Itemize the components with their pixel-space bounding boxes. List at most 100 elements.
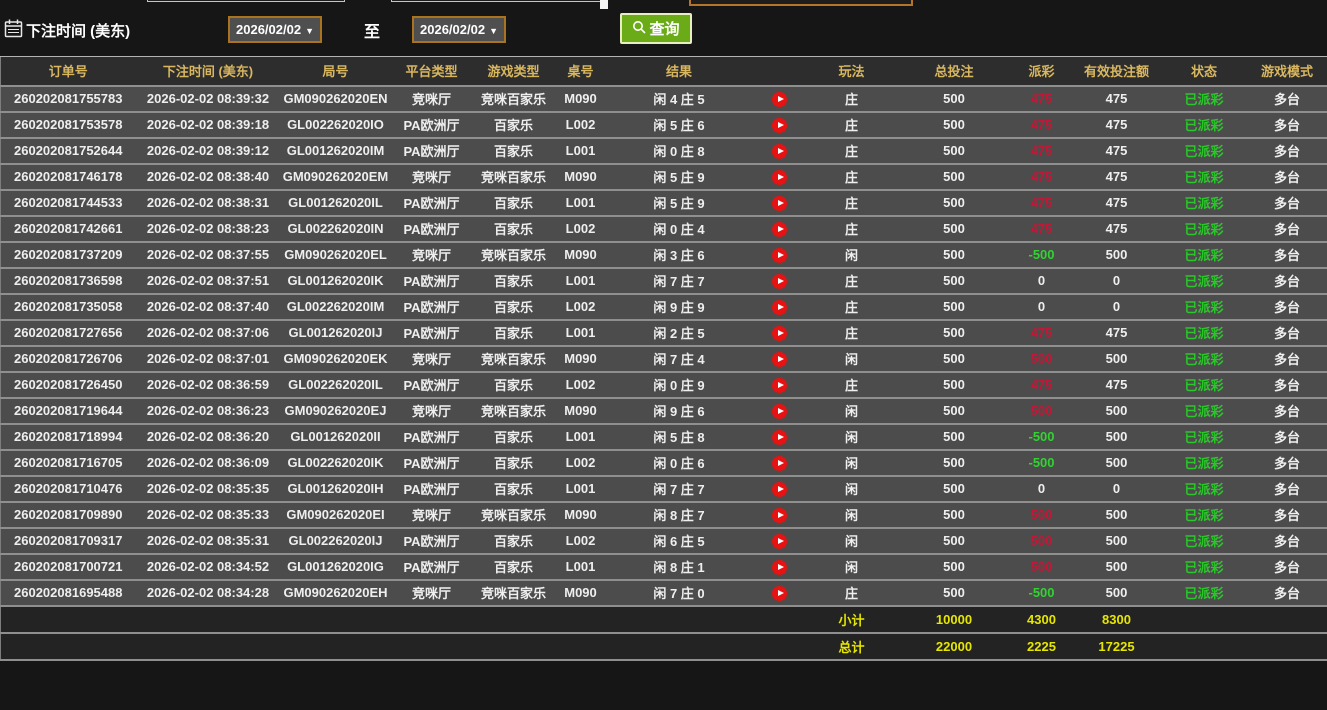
cell-valid-bet: 500 bbox=[1071, 527, 1162, 555]
query-button[interactable]: 查询 bbox=[620, 13, 692, 44]
replay-play-icon[interactable] bbox=[771, 221, 787, 237]
cell-game-type: 百家乐 bbox=[472, 267, 555, 295]
cell-payout: 475 bbox=[1011, 85, 1072, 113]
cell-payout: -500 bbox=[1011, 423, 1072, 451]
cell-game-mode: 多台 bbox=[1246, 449, 1327, 477]
header-game-type: 游戏类型 bbox=[472, 56, 555, 87]
cell-game-mode: 多台 bbox=[1246, 267, 1327, 295]
replay-play-icon[interactable] bbox=[771, 403, 787, 419]
cell-platform-type: PA欧洲厅 bbox=[390, 293, 473, 321]
table-row: 260202081752644 2026-02-02 08:39:12 GL00… bbox=[0, 137, 1327, 165]
cell-total-bet: 500 bbox=[896, 475, 1012, 503]
cell-platform-type: 竞咪厅 bbox=[390, 163, 473, 191]
cell-platform-type: PA欧洲厅 bbox=[390, 215, 473, 243]
cell-platform-type: PA欧洲厅 bbox=[390, 189, 473, 217]
replay-play-icon[interactable] bbox=[771, 533, 787, 549]
cell-order-id: 260202081727656 bbox=[0, 319, 136, 347]
replay-play-icon[interactable] bbox=[771, 559, 787, 575]
replay-play-icon[interactable] bbox=[771, 585, 787, 601]
replay-play-icon[interactable] bbox=[771, 169, 787, 185]
cell-total-bet: 500 bbox=[896, 215, 1012, 243]
cell-replay bbox=[751, 163, 807, 191]
cropped-input-middle[interactable] bbox=[391, 0, 607, 2]
cell-game-type: 百家乐 bbox=[472, 137, 555, 165]
cell-game-type: 竞咪百家乐 bbox=[472, 345, 555, 373]
cell-order-id: 260202081737209 bbox=[0, 241, 136, 269]
to-label: 至 bbox=[364, 24, 381, 41]
cell-payout: 475 bbox=[1011, 163, 1072, 191]
cropped-input-right[interactable] bbox=[689, 0, 913, 6]
replay-play-icon[interactable] bbox=[771, 117, 787, 133]
cell-platform-type: PA欧洲厅 bbox=[390, 449, 473, 477]
date-from-select[interactable]: 2026/02/02 ▼ bbox=[228, 16, 322, 43]
cell-total-bet: 500 bbox=[896, 345, 1012, 373]
subtotal-payout: 4300 bbox=[1011, 605, 1072, 634]
cell-platform-type: PA欧洲厅 bbox=[390, 475, 473, 503]
cell-bet-time: 2026-02-02 08:37:01 bbox=[135, 345, 281, 373]
cell-replay bbox=[751, 189, 807, 217]
cell-table-id: L002 bbox=[554, 111, 607, 139]
replay-play-icon[interactable] bbox=[771, 143, 787, 159]
date-to-select[interactable]: 2026/02/02 ▼ bbox=[412, 16, 506, 43]
cell-payout: 475 bbox=[1011, 215, 1072, 243]
cell-round-id: GL002262020IN bbox=[280, 215, 391, 243]
header-replay bbox=[751, 56, 807, 87]
cell-status: 已派彩 bbox=[1161, 267, 1247, 295]
replay-play-icon[interactable] bbox=[771, 273, 787, 289]
header-table-id: 桌号 bbox=[554, 56, 607, 87]
replay-play-icon[interactable] bbox=[771, 377, 787, 393]
cell-bet-time: 2026-02-02 08:37:55 bbox=[135, 241, 281, 269]
cell-replay bbox=[751, 267, 807, 295]
replay-play-icon[interactable] bbox=[771, 429, 787, 445]
cell-order-id: 260202081695488 bbox=[0, 579, 136, 607]
cell-order-id: 260202081742661 bbox=[0, 215, 136, 243]
replay-play-icon[interactable] bbox=[771, 247, 787, 263]
cell-valid-bet: 475 bbox=[1071, 163, 1162, 191]
table-row: 260202081727656 2026-02-02 08:37:06 GL00… bbox=[0, 319, 1327, 347]
cell-replay bbox=[751, 397, 807, 425]
cell-game-type: 竞咪百家乐 bbox=[472, 241, 555, 269]
cropped-input-left[interactable] bbox=[147, 0, 345, 2]
cell-total-bet: 500 bbox=[896, 293, 1012, 321]
cell-table-id: L001 bbox=[554, 267, 607, 295]
cell-bet-time: 2026-02-02 08:35:33 bbox=[135, 501, 281, 529]
cell-payout: 500 bbox=[1011, 527, 1072, 555]
cell-play-type: 庄 bbox=[806, 267, 897, 295]
replay-play-icon[interactable] bbox=[771, 299, 787, 315]
cell-play-type: 闲 bbox=[806, 527, 897, 555]
cell-result: 闲 0 庄 8 bbox=[606, 137, 752, 165]
cell-valid-bet: 475 bbox=[1071, 137, 1162, 165]
cell-status: 已派彩 bbox=[1161, 397, 1247, 425]
cell-order-id: 260202081744533 bbox=[0, 189, 136, 217]
cell-play-type: 庄 bbox=[806, 111, 897, 139]
replay-play-icon[interactable] bbox=[771, 325, 787, 341]
replay-play-icon[interactable] bbox=[771, 507, 787, 523]
subtotal-valid-bet: 8300 bbox=[1071, 605, 1162, 634]
cell-replay bbox=[751, 137, 807, 165]
cell-play-type: 庄 bbox=[806, 85, 897, 113]
cell-table-id: L002 bbox=[554, 371, 607, 399]
cell-bet-time: 2026-02-02 08:37:51 bbox=[135, 267, 281, 295]
cell-game-mode: 多台 bbox=[1246, 293, 1327, 321]
replay-play-icon[interactable] bbox=[771, 351, 787, 367]
cell-total-bet: 500 bbox=[896, 371, 1012, 399]
total-valid-bet: 17225 bbox=[1071, 632, 1162, 661]
table-row: 260202081718994 2026-02-02 08:36:20 GL00… bbox=[0, 423, 1327, 451]
replay-play-icon[interactable] bbox=[771, 481, 787, 497]
date-from-value: 2026/02/02 bbox=[236, 22, 302, 37]
cell-bet-time: 2026-02-02 08:38:23 bbox=[135, 215, 281, 243]
cell-table-id: L001 bbox=[554, 137, 607, 165]
cell-order-id: 260202081719644 bbox=[0, 397, 136, 425]
cell-game-mode: 多台 bbox=[1246, 397, 1327, 425]
replay-play-icon[interactable] bbox=[771, 455, 787, 471]
cell-game-type: 百家乐 bbox=[472, 293, 555, 321]
cell-result: 闲 9 庄 9 bbox=[606, 293, 752, 321]
cell-game-mode: 多台 bbox=[1246, 371, 1327, 399]
calendar-icon bbox=[4, 19, 23, 43]
replay-play-icon[interactable] bbox=[771, 195, 787, 211]
cell-valid-bet: 500 bbox=[1071, 501, 1162, 529]
replay-play-icon[interactable] bbox=[771, 91, 787, 107]
cell-round-id: GM090262020EN bbox=[280, 85, 391, 113]
cell-game-mode: 多台 bbox=[1246, 137, 1327, 165]
query-button-label: 查询 bbox=[649, 21, 680, 38]
